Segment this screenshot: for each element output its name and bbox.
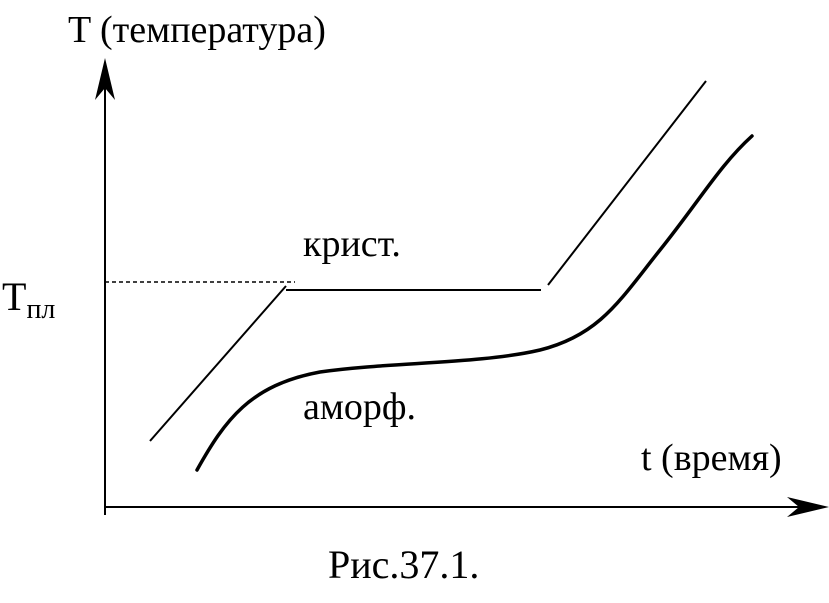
amorphous-curve: [195, 134, 754, 472]
crystalline-heating-segment: [149, 285, 287, 442]
melting-point-subscript: пл: [26, 294, 55, 325]
figure-caption: Рис.37.1.: [328, 542, 479, 587]
amorphous-label: аморф.: [303, 386, 416, 428]
crystalline-label: крист.: [303, 223, 401, 265]
melting-point-label: Tпл: [2, 274, 55, 325]
y-axis-label: T (температура): [68, 9, 326, 51]
y-axis-arrow-icon: [95, 58, 115, 100]
x-axis-label: t (время): [641, 437, 782, 479]
melting-point-symbol: T: [2, 274, 26, 319]
crystalline-liquid-segment: [547, 80, 707, 286]
x-axis-arrow-icon: [787, 497, 829, 517]
